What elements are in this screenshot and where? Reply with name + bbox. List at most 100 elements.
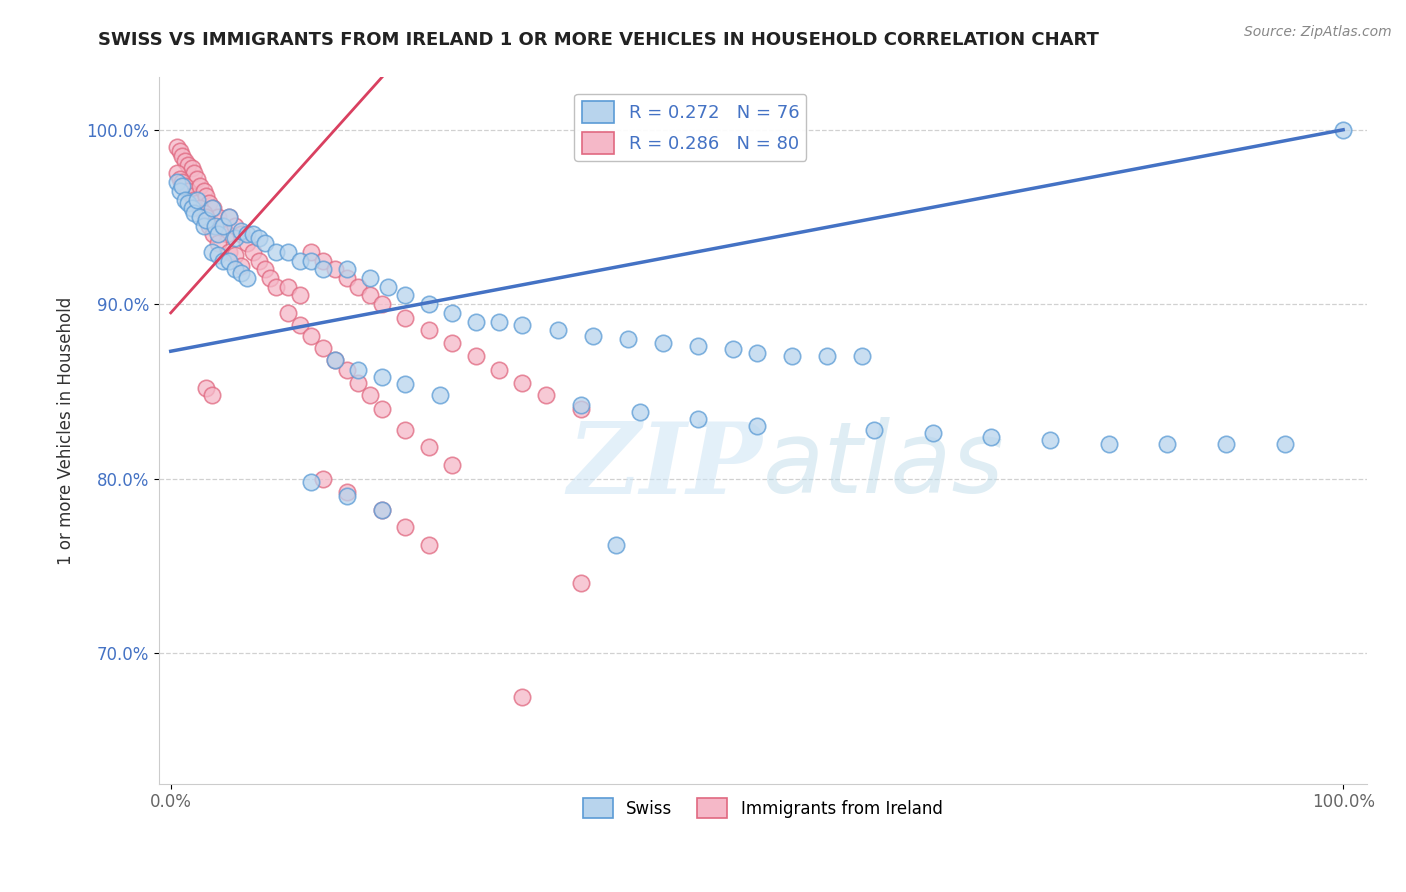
Point [394,288,416,302]
Point [377,279,399,293]
Point [218,253,240,268]
Point [418,297,440,311]
Point [1274,436,1296,450]
Point [851,350,873,364]
Point [617,332,640,346]
Point [264,244,287,259]
Point [288,253,311,268]
Point [264,279,287,293]
Point [512,318,534,332]
Point [1098,436,1121,450]
Point [188,201,211,215]
Point [464,315,486,329]
Point [347,376,370,390]
Point [312,253,335,268]
Point [277,279,299,293]
Point [204,219,226,233]
Point [177,196,200,211]
Point [394,311,416,326]
Point [193,219,215,233]
Point [336,271,359,285]
Point [1215,436,1237,450]
Point [242,244,264,259]
Point [188,210,211,224]
Text: ZIP: ZIP [568,417,763,514]
Point [569,401,592,416]
Point [194,213,217,227]
Point [218,210,240,224]
Point [169,171,191,186]
Point [723,343,745,357]
Point [921,426,943,441]
Point [418,323,440,337]
Point [1156,436,1178,450]
Point [229,266,252,280]
Point [980,430,1002,444]
Point [394,423,416,437]
Point [194,189,217,203]
Point [218,244,240,259]
Point [215,227,238,242]
Point [166,175,188,189]
Point [207,210,229,224]
Point [173,193,195,207]
Text: atlas: atlas [763,417,1004,515]
Point [371,503,394,517]
Point [688,412,710,426]
Point [166,140,188,154]
Point [336,489,359,503]
Point [224,262,246,277]
Point [347,363,370,377]
Point [628,405,651,419]
Y-axis label: 1 or more Vehicles in Household: 1 or more Vehicles in Household [58,296,75,565]
Point [299,244,322,259]
Point [1039,433,1062,447]
Point [312,262,335,277]
Point [193,206,215,220]
Point [277,306,299,320]
Point [224,248,246,262]
Point [512,376,534,390]
Point [288,288,311,302]
Point [229,227,252,242]
Point [188,178,211,193]
Point [169,144,191,158]
Point [359,288,381,302]
Text: SWISS VS IMMIGRANTS FROM IRELAND 1 OR MORE VEHICLES IN HOUSEHOLD CORRELATION CHA: SWISS VS IMMIGRANTS FROM IRELAND 1 OR MO… [98,31,1099,49]
Point [193,184,215,198]
Point [336,363,359,377]
Point [201,388,224,402]
Point [183,166,205,180]
Point [323,353,346,368]
Point [180,161,202,175]
Point [441,458,464,472]
Point [488,363,510,377]
Point [242,227,264,242]
Point [247,231,270,245]
Point [177,158,200,172]
Point [815,350,838,364]
Point [201,244,224,259]
Point [312,471,335,485]
Point [299,475,322,489]
Point [259,271,281,285]
Legend: Swiss, Immigrants from Ireland: Swiss, Immigrants from Ireland [576,791,949,825]
Point [288,318,311,332]
Point [236,271,259,285]
Point [547,323,569,337]
Point [780,350,803,364]
Point [166,166,188,180]
Point [652,335,675,350]
Point [336,485,359,500]
Point [224,231,246,245]
Point [247,253,270,268]
Point [180,189,202,203]
Point [186,196,208,211]
Point [172,175,194,189]
Text: Source: ZipAtlas.com: Source: ZipAtlas.com [1244,25,1392,39]
Point [605,538,627,552]
Point [488,315,510,329]
Point [745,419,768,434]
Point [569,576,592,591]
Point [201,227,224,242]
